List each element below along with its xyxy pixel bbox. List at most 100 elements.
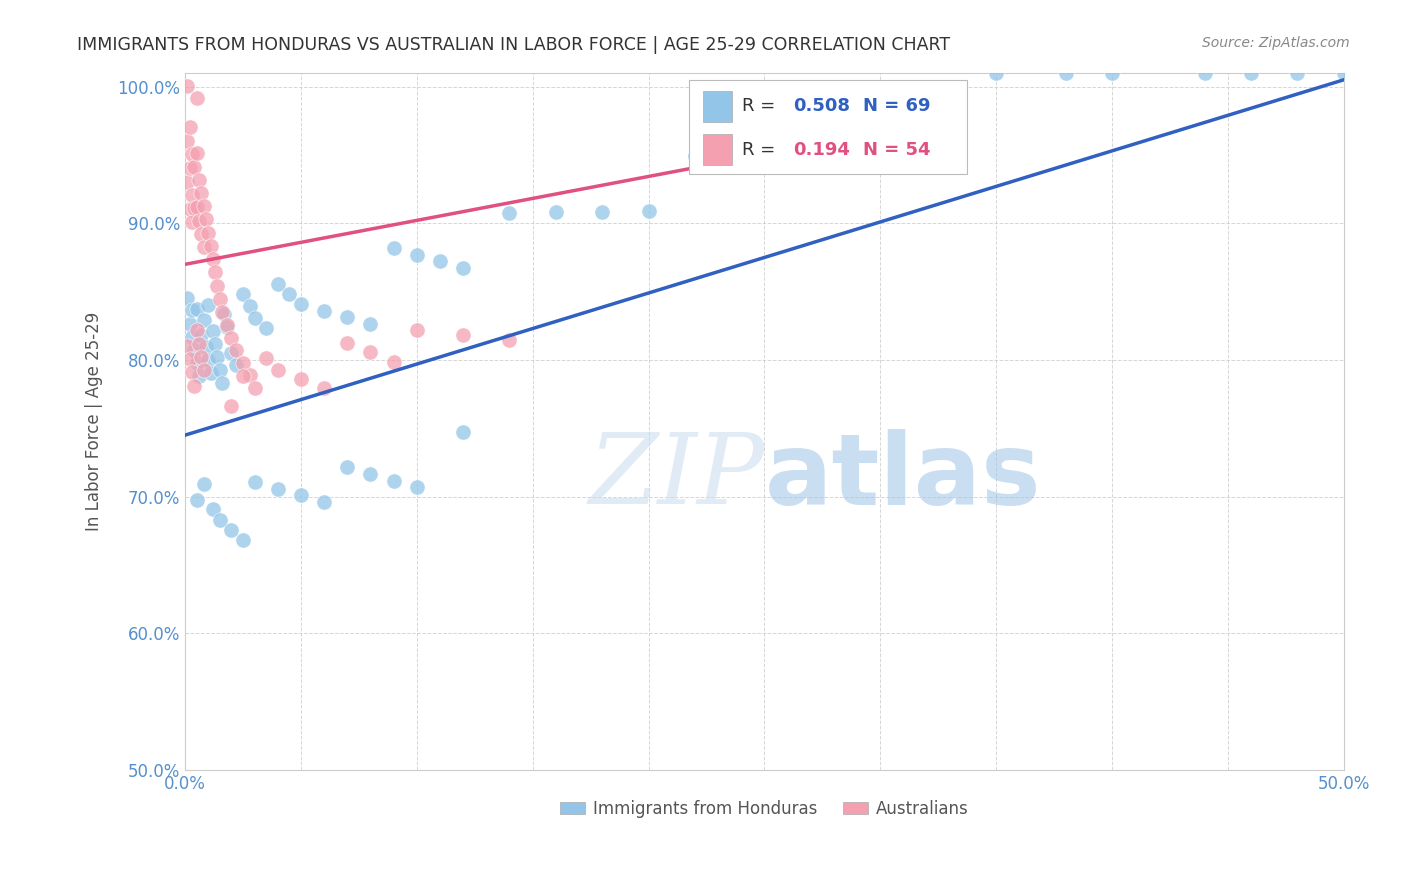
Point — [188, 172, 211, 186]
Point — [186, 323, 208, 337]
Point — [915, 146, 938, 161]
Point — [193, 477, 215, 491]
Point — [232, 356, 254, 370]
Point — [359, 345, 381, 359]
Point — [498, 205, 520, 219]
Point — [239, 368, 262, 382]
Point — [984, 66, 1007, 80]
Text: 0.508: 0.508 — [793, 97, 851, 115]
Point — [183, 201, 205, 215]
Point — [211, 376, 233, 390]
Point — [176, 79, 198, 94]
Text: atlas: atlas — [765, 429, 1040, 525]
Point — [179, 202, 201, 216]
Point — [181, 215, 204, 229]
Point — [405, 480, 427, 494]
Point — [451, 260, 474, 275]
Point — [823, 147, 845, 161]
Point — [232, 287, 254, 301]
Point — [1194, 66, 1216, 80]
Point — [179, 318, 201, 332]
Text: R =: R = — [742, 141, 782, 159]
Point — [225, 343, 247, 358]
Point — [186, 356, 208, 370]
Point — [193, 240, 215, 254]
Point — [405, 323, 427, 337]
Point — [869, 146, 891, 161]
Point — [239, 299, 262, 313]
Point — [190, 350, 212, 364]
Point — [405, 248, 427, 262]
Point — [190, 227, 212, 241]
Point — [208, 513, 231, 527]
Text: IMMIGRANTS FROM HONDURAS VS AUSTRALIAN IN LABOR FORCE | AGE 25-29 CORRELATION CH: IMMIGRANTS FROM HONDURAS VS AUSTRALIAN I… — [77, 36, 950, 54]
Y-axis label: In Labor Force | Age 25-29: In Labor Force | Age 25-29 — [86, 312, 103, 531]
Point — [254, 351, 277, 366]
Text: N = 54: N = 54 — [863, 141, 931, 159]
Point — [215, 319, 238, 334]
Point — [188, 336, 211, 351]
Point — [197, 298, 219, 312]
Point — [179, 352, 201, 367]
Point — [232, 533, 254, 548]
Legend: Immigrants from Honduras, Australians: Immigrants from Honduras, Australians — [554, 793, 976, 824]
Point — [201, 324, 224, 338]
Point — [208, 363, 231, 377]
Point — [290, 488, 312, 502]
Point — [190, 327, 212, 342]
Point — [278, 286, 301, 301]
Point — [221, 330, 243, 344]
Point — [451, 327, 474, 342]
Point — [1286, 66, 1309, 80]
Point — [267, 363, 290, 377]
Point — [429, 254, 451, 268]
Point — [207, 350, 229, 364]
Point — [200, 239, 222, 253]
Point — [637, 204, 659, 219]
Point — [193, 313, 215, 327]
Point — [267, 482, 290, 496]
Point — [243, 311, 266, 326]
Point — [221, 399, 243, 413]
Point — [1240, 66, 1263, 80]
Point — [498, 333, 520, 347]
Point — [1054, 66, 1077, 80]
Point — [254, 321, 277, 335]
Point — [201, 252, 224, 266]
Point — [215, 318, 238, 332]
Point — [336, 310, 359, 324]
Point — [193, 199, 215, 213]
Point — [176, 291, 198, 305]
Point — [194, 212, 217, 227]
Point — [382, 474, 405, 488]
Point — [176, 339, 198, 353]
Point — [194, 340, 217, 354]
Point — [359, 467, 381, 481]
Text: ZIP: ZIP — [588, 430, 765, 524]
Point — [683, 149, 706, 163]
Point — [201, 501, 224, 516]
Point — [290, 297, 312, 311]
Point — [336, 335, 359, 350]
Point — [181, 187, 204, 202]
Point — [1101, 66, 1123, 80]
Point — [225, 358, 247, 372]
Point — [544, 205, 567, 219]
Point — [207, 278, 229, 293]
Point — [183, 343, 205, 358]
Point — [382, 354, 405, 368]
Point — [186, 91, 208, 105]
Point — [176, 134, 198, 148]
Point — [188, 369, 211, 384]
Point — [179, 120, 201, 134]
Point — [186, 145, 208, 160]
Text: Source: ZipAtlas.com: Source: ZipAtlas.com — [1202, 36, 1350, 50]
Bar — [703, 91, 733, 122]
Point — [591, 204, 613, 219]
Point — [232, 369, 254, 384]
Point — [451, 425, 474, 439]
Point — [181, 303, 204, 318]
Point — [181, 330, 204, 344]
Point — [336, 460, 359, 475]
Point — [181, 365, 204, 379]
